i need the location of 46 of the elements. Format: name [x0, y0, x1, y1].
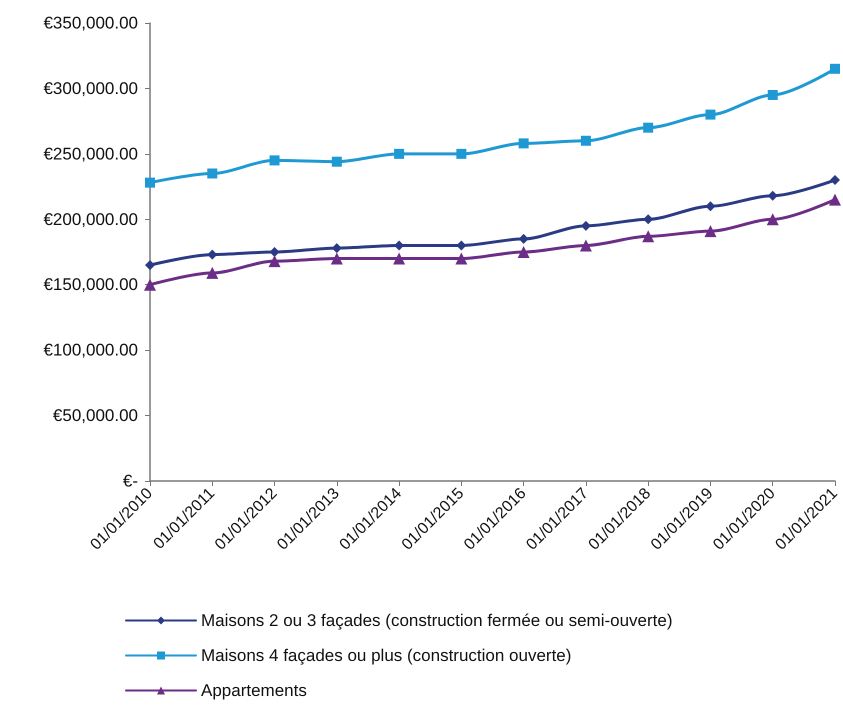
point [642, 230, 654, 242]
point [580, 220, 591, 231]
point [830, 64, 840, 74]
point [643, 122, 654, 133]
point [206, 266, 218, 279]
point [144, 278, 156, 291]
y-tick-label: €200,000.00 [43, 210, 138, 229]
point [705, 110, 716, 120]
y-tick-label: €100,000.00 [43, 340, 138, 360]
point [643, 214, 654, 224]
point [766, 213, 779, 226]
point [830, 175, 840, 186]
point [518, 246, 530, 258]
point [330, 252, 343, 265]
point [270, 247, 280, 257]
point [207, 168, 218, 178]
point [455, 252, 468, 265]
point [145, 178, 155, 188]
y-tick-label: €350,000.00 [43, 14, 138, 32]
y-tick-label: €150,000.00 [43, 275, 138, 294]
point [768, 90, 778, 100]
y-tick-label: €- [122, 472, 138, 490]
point [704, 225, 716, 238]
y-tick-label: €300,000.00 [43, 78, 138, 98]
point [393, 252, 406, 265]
y-tick-label: €50,000.00 [52, 406, 138, 426]
point [268, 255, 281, 268]
point [394, 148, 404, 159]
point [518, 234, 529, 244]
point [332, 243, 342, 254]
legend-label: Appartements [201, 681, 307, 700]
point [580, 136, 591, 146]
point [145, 260, 155, 270]
point [270, 155, 280, 166]
point [768, 190, 778, 201]
point [456, 240, 466, 250]
point [207, 250, 218, 260]
point [456, 148, 466, 159]
point [580, 239, 592, 252]
point [705, 201, 716, 212]
point [332, 156, 342, 167]
legend-label: Maisons 4 façades ou plus (construction ouverte) [201, 646, 572, 665]
y-tick-label: €250,000.00 [43, 144, 138, 164]
point [518, 138, 529, 148]
legend-label: Maisons 2 ou 3 façades (construction fermée ou semi-ouverte) [201, 611, 673, 630]
point [829, 194, 841, 206]
